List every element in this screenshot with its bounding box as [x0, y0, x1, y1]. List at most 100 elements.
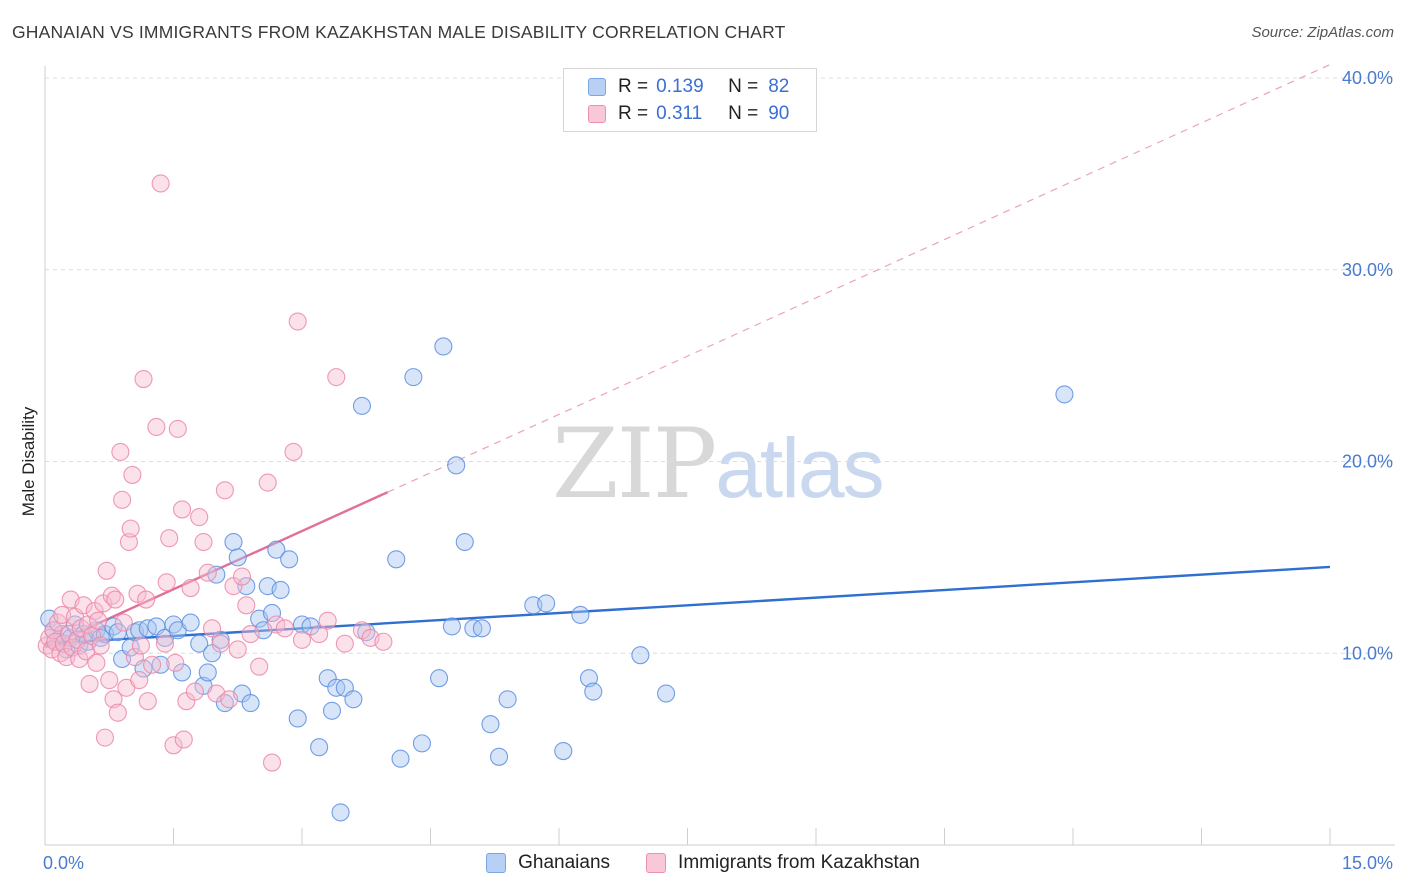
data-point — [89, 611, 108, 630]
legend-item-kazakhstan[interactable]: Immigrants from Kazakhstan — [646, 852, 920, 874]
x-tick-label: 0.0% — [43, 853, 84, 873]
data-point — [250, 657, 269, 676]
data-point — [262, 753, 282, 772]
legend-n-value: 82 — [768, 76, 790, 97]
data-point — [447, 456, 466, 475]
data-point — [211, 634, 230, 653]
data-point — [657, 684, 676, 703]
data-point — [262, 603, 282, 623]
data-point — [106, 590, 125, 609]
data-point — [271, 580, 290, 600]
data-point — [228, 640, 247, 659]
data-point — [97, 561, 116, 580]
data-point — [498, 690, 517, 709]
data-point — [74, 596, 93, 615]
data-point — [194, 532, 213, 552]
y-tick-label: 20.0% — [1342, 452, 1393, 472]
data-point — [327, 368, 346, 387]
data-point — [166, 653, 185, 672]
series-kazakhstan-points — [37, 174, 393, 772]
x-tick-label: 15.0% — [1342, 853, 1393, 873]
data-point — [224, 532, 243, 552]
data-point — [275, 619, 294, 638]
legend-n-label: N = — [728, 103, 759, 124]
data-point — [579, 669, 599, 688]
data-point — [104, 690, 123, 709]
legend-swatch-kazakhstan — [588, 105, 606, 123]
data-point — [198, 563, 217, 582]
data-point — [631, 646, 650, 665]
legend-r-label: R = — [618, 103, 649, 124]
data-point — [472, 619, 491, 638]
data-point — [404, 368, 423, 387]
y-tick-label: 10.0% — [1342, 643, 1393, 663]
correlation-legend: R = 0.139 N = 82 R = 0.311 N = 90 — [563, 68, 817, 132]
data-point — [113, 490, 132, 509]
data-point — [288, 312, 307, 331]
data-point — [147, 417, 166, 437]
data-point — [185, 682, 204, 701]
data-point — [387, 550, 406, 569]
data-point — [173, 500, 192, 519]
data-point — [155, 634, 174, 653]
data-point — [284, 442, 303, 461]
data-point — [123, 465, 142, 484]
data-point — [335, 634, 354, 653]
legend-n-label: N = — [728, 76, 759, 97]
data-point — [1055, 385, 1074, 404]
data-point — [489, 747, 509, 766]
data-point — [241, 694, 260, 713]
data-point — [391, 749, 410, 768]
legend-item-ghanaians[interactable]: Ghanaians — [486, 852, 610, 874]
data-point — [554, 741, 573, 761]
legend-r-value: 0.139 — [656, 76, 704, 97]
data-point — [157, 573, 176, 592]
data-point — [137, 590, 156, 609]
data-point — [267, 615, 286, 634]
data-point — [584, 682, 603, 701]
data-point — [455, 532, 474, 552]
data-point — [174, 730, 193, 749]
data-point — [190, 508, 209, 527]
data-point — [232, 567, 252, 586]
data-point — [173, 663, 192, 682]
data-point — [352, 396, 372, 415]
legend-r-label: R = — [618, 76, 649, 97]
watermark: ZIPatlas — [552, 408, 885, 520]
legend-row-kazakhstan: R = 0.311 N = 90 — [588, 102, 789, 126]
data-point — [138, 692, 157, 711]
data-point — [237, 596, 256, 615]
data-point — [215, 481, 234, 500]
data-point — [374, 632, 393, 651]
data-point — [80, 674, 99, 693]
gridlines — [45, 77, 1395, 654]
legend-swatch-kazakhstan — [646, 853, 667, 873]
data-point — [310, 738, 329, 757]
trend-extension-1 — [387, 64, 1331, 493]
trend-line-0 — [44, 565, 1331, 645]
data-point — [292, 630, 312, 649]
data-point — [54, 634, 73, 653]
data-point — [181, 579, 200, 598]
data-point — [108, 703, 127, 722]
legend-r-value: 0.311 — [656, 103, 703, 124]
data-point — [241, 625, 260, 644]
data-point — [181, 613, 200, 632]
data-point — [322, 701, 342, 720]
data-point — [344, 690, 363, 709]
data-point — [331, 803, 350, 822]
data-point — [121, 519, 140, 538]
data-point — [481, 715, 500, 734]
chart-title: GHANAIAN VS IMMIGRANTS FROM KAZAKHSTAN M… — [12, 22, 786, 42]
data-point — [434, 337, 453, 356]
data-point — [95, 728, 115, 747]
legend-label-ghanaians: Ghanaians — [518, 852, 611, 873]
data-point — [160, 529, 179, 548]
data-point — [100, 671, 119, 690]
data-point — [571, 605, 590, 624]
y-axis-label: Male Disability — [19, 406, 38, 516]
watermark-atlas: atlas — [715, 421, 884, 515]
data-point — [190, 634, 209, 653]
data-point — [267, 540, 286, 559]
data-point — [111, 442, 130, 461]
